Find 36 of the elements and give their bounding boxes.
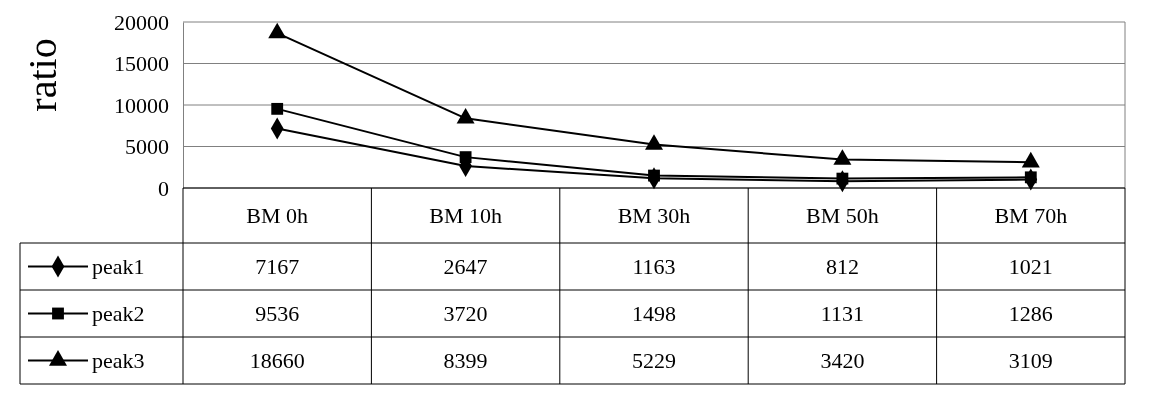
data-label: 9536	[255, 300, 300, 326]
data-label: 7167	[255, 253, 300, 279]
data-label: 812	[825, 253, 859, 279]
data-label: 3720	[443, 300, 488, 326]
y-tick-label: 5000	[125, 134, 169, 160]
y-tick-label: 15000	[114, 51, 169, 77]
point	[648, 169, 660, 182]
data-label: 1498	[632, 300, 676, 326]
point	[271, 102, 284, 115]
y-tick-label: 0	[158, 175, 169, 201]
x-tick-label: BM 10h	[429, 202, 502, 228]
data-label: 1131	[820, 300, 864, 326]
point	[459, 151, 472, 164]
data-label: 1286	[1008, 300, 1053, 326]
point	[1024, 171, 1037, 184]
data-label: 18660	[249, 347, 305, 373]
data-label: 1021	[1008, 253, 1053, 279]
x-tick-label: BM 50h	[806, 202, 879, 228]
legend-label: peak2	[92, 300, 145, 326]
y-tick-label: 20000	[114, 9, 169, 35]
x-tick-label: BM 70h	[994, 202, 1068, 228]
y-tick-label: 10000	[114, 92, 169, 118]
data-label: 8399	[443, 347, 488, 373]
y-axis-title: ratio	[20, 38, 65, 112]
legend-label: peak1	[92, 253, 145, 279]
data-label: 1163	[632, 253, 676, 279]
point	[268, 22, 287, 39]
data-label: 3420	[820, 347, 865, 373]
data-label: 5229	[632, 347, 676, 373]
x-tick-label: BM 30h	[617, 202, 691, 228]
point	[456, 107, 475, 124]
data-label: 3109	[1008, 347, 1053, 373]
legend-label: peak3	[92, 347, 145, 373]
x-tick-label: BM 0h	[246, 202, 309, 228]
point	[836, 172, 849, 185]
data-label: 2647	[443, 253, 488, 279]
